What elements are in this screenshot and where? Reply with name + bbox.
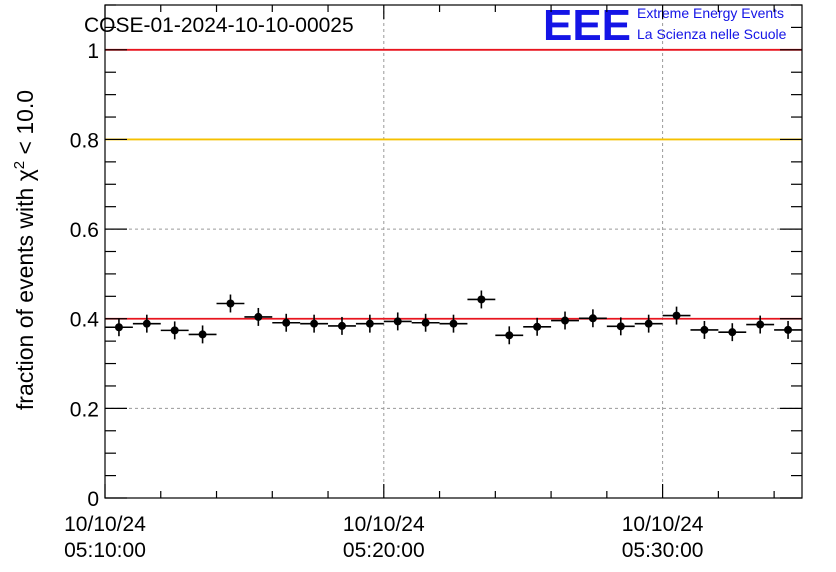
data-point <box>300 314 329 333</box>
data-point <box>383 312 412 331</box>
data-marker <box>756 320 765 329</box>
y-tick-label: 0.8 <box>70 129 99 152</box>
data-point <box>439 314 468 333</box>
data-point <box>495 326 524 345</box>
x-tick-label-date: 10/10/24 <box>343 513 425 536</box>
data-point <box>718 323 747 342</box>
data-marker <box>337 321 346 330</box>
data-point <box>523 317 552 336</box>
y-tick-label: 0 <box>87 488 99 511</box>
plot-frame <box>104 4 803 499</box>
data-point <box>634 314 663 333</box>
data-marker <box>533 322 542 331</box>
chart-title: COSE-01-2024-10-10-00025 <box>84 14 354 37</box>
data-marker <box>421 318 430 327</box>
data-point <box>216 294 245 313</box>
axis-ticks <box>104 4 802 499</box>
data-marker <box>477 295 486 304</box>
y-axis-label-prefix: fraction of events with χ <box>12 169 38 410</box>
data-marker <box>784 325 793 334</box>
data-marker <box>170 326 179 335</box>
y-axis-label-sup: 2 <box>11 161 28 169</box>
data-marker <box>644 319 653 328</box>
data-point <box>411 313 440 332</box>
y-axis-label: fraction of events with χ2 < 10.0 <box>11 90 38 410</box>
data-marker <box>365 319 374 328</box>
data-marker <box>561 316 570 325</box>
data-point <box>578 309 607 328</box>
data-point <box>551 311 579 330</box>
data-marker <box>310 319 319 328</box>
y-tick-label: 0.2 <box>70 398 99 421</box>
grid-layer <box>105 5 802 498</box>
data-marker <box>728 328 737 337</box>
data-marker <box>700 325 709 334</box>
data-point <box>160 321 189 340</box>
y-tick-label: 1 <box>87 40 99 63</box>
x-tick-label-time: 05:20:00 <box>343 539 425 562</box>
data-marker <box>672 311 681 320</box>
logo-line-1: Extreme Energy Events <box>637 5 784 21</box>
data-marker <box>282 318 291 327</box>
data-marker <box>198 330 207 339</box>
data-marker <box>393 317 402 326</box>
x-tick-label-time: 05:10:00 <box>64 539 146 562</box>
data-marker <box>254 312 263 321</box>
data-point <box>272 313 301 332</box>
data-point <box>105 318 133 337</box>
x-tick-label-date: 10/10/24 <box>64 513 146 536</box>
data-point <box>244 307 273 326</box>
data-point <box>188 325 217 344</box>
y-axis-label-suffix: < 10.0 <box>12 90 38 161</box>
data-marker <box>142 319 151 328</box>
data-point <box>774 320 802 339</box>
data-point <box>606 317 635 336</box>
data-point <box>467 290 496 309</box>
x-tick-label-date: 10/10/24 <box>622 513 704 536</box>
data-point <box>690 320 719 339</box>
data-points <box>105 290 802 345</box>
data-point <box>328 316 356 335</box>
data-marker <box>588 314 597 323</box>
eee-logo: EEE Extreme Energy Events La Scienza nel… <box>543 1 787 50</box>
logo-line-2: La Scienza nelle Scuole <box>637 26 787 42</box>
data-marker <box>449 319 458 328</box>
data-marker <box>226 299 235 308</box>
data-point <box>746 315 775 334</box>
data-point <box>355 314 384 333</box>
logo-letters: EEE <box>543 1 631 50</box>
data-marker <box>114 323 123 332</box>
data-point <box>662 306 691 325</box>
data-marker <box>616 322 625 331</box>
data-point <box>132 314 161 333</box>
y-tick-label: 0.6 <box>70 219 99 242</box>
tick-labels: 0 0.2 0.4 0.6 0.8 1 10/10/24 05:10:00 10/10/24 05… <box>64 40 704 562</box>
x-tick-label-time: 05:30:00 <box>622 539 704 562</box>
y-tick-label: 0.4 <box>70 309 100 332</box>
reference-lines <box>105 48 802 320</box>
data-marker <box>505 331 514 340</box>
